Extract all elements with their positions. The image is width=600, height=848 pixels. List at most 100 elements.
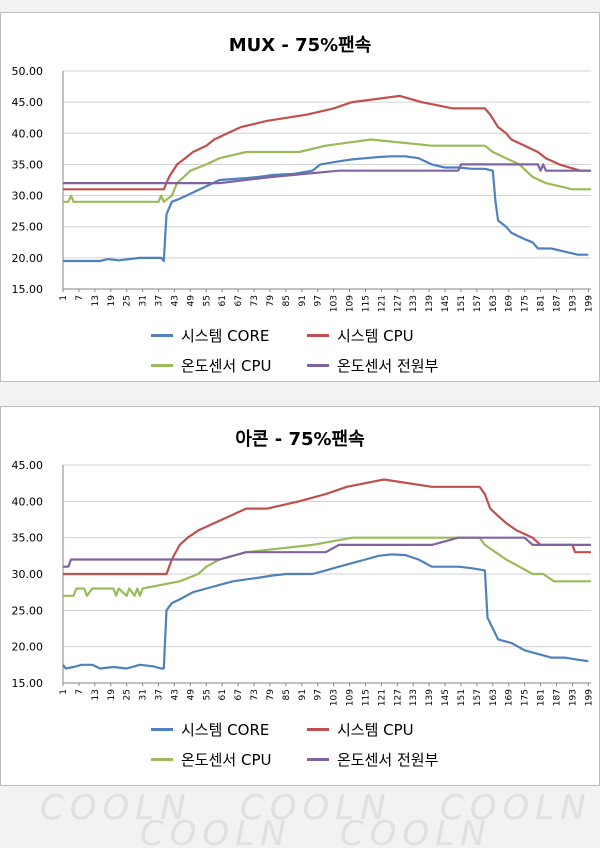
legend-swatch: [151, 758, 173, 761]
x-tick-label: 25: [123, 689, 133, 700]
watermark-text: COOLN: [40, 788, 192, 828]
x-tick-label: 151: [457, 295, 467, 312]
x-tick-label: 19: [107, 689, 117, 701]
legend-swatch: [151, 334, 173, 337]
y-tick-label: 15.00: [12, 677, 44, 690]
y-tick-label: 30.00: [12, 568, 44, 581]
y-tick-label: 15.00: [12, 283, 44, 296]
series-line: [62, 553, 589, 670]
legend-label: 시스템 CORE: [181, 721, 270, 739]
x-tick-label: 169: [505, 295, 515, 312]
x-tick-label: 67: [234, 689, 244, 700]
line-chart-mux: 15.00 20.00 25.00 30.00 35.00 40.00 45.00 50.00…: [12, 65, 595, 312]
x-tick-label: 133: [409, 689, 419, 706]
x-tick-label: 121: [377, 689, 387, 706]
watermark-text: COOLN: [340, 814, 492, 848]
x-tick-label: 73: [250, 295, 260, 306]
x-tick-label: 103: [330, 295, 340, 312]
legend-item-sensor-power: 온도센서 전원부: [307, 355, 438, 376]
x-tick-label: 55: [202, 295, 212, 306]
watermark-text: COOLN: [140, 814, 292, 848]
series-line: [63, 94, 591, 191]
y-tick-label: 35.00: [12, 158, 44, 171]
legend-item-sensor-cpu: 온도센서 CPU: [151, 749, 271, 770]
x-tick-label: 193: [568, 295, 578, 312]
x-tick-label: 31: [139, 689, 149, 700]
x-tick-label: 61: [218, 295, 228, 306]
x-tick-label: 199: [584, 689, 594, 706]
legend-swatch: [307, 728, 329, 731]
x-tick-label: 103: [330, 689, 340, 706]
x-tick-label: 37: [155, 295, 165, 306]
series-line: [63, 138, 591, 203]
x-tick-label: 91: [298, 295, 308, 306]
y-tick-label: 25.00: [12, 604, 44, 617]
y-tick-label: 20.00: [12, 252, 44, 265]
x-tick-label: 85: [282, 689, 292, 700]
legend-swatch: [307, 364, 329, 367]
x-tick-label: 1: [59, 295, 69, 301]
legend-item-cpu: 시스템 CPU: [307, 325, 414, 346]
x-tick-label: 37: [155, 689, 165, 700]
x-tick-label: 7: [75, 689, 85, 695]
legend-swatch: [151, 364, 173, 367]
x-tick-label: 187: [553, 295, 563, 312]
legend-label: 시스템 CORE: [181, 327, 270, 345]
x-tick-label: 145: [441, 295, 451, 312]
legend-swatch: [307, 758, 329, 761]
x-tick-label: 73: [250, 689, 260, 700]
x-tick-label: 91: [298, 689, 308, 700]
legend-item-sensor-cpu: 온도센서 CPU: [151, 355, 271, 376]
x-tick-label: 145: [441, 689, 451, 706]
x-tick-label: 79: [266, 689, 276, 701]
legend-label: 온도센서 CPU: [181, 357, 272, 375]
watermark-text: COOLN: [240, 788, 392, 828]
x-tick-label: 133: [409, 295, 419, 312]
x-tick-label: 151: [457, 689, 467, 706]
x-tick-label: 127: [393, 295, 403, 312]
x-tick-label: 139: [425, 689, 435, 706]
x-tick-label: 163: [489, 689, 499, 706]
x-tick-label: 175: [521, 689, 531, 706]
x-tick-label: 175: [521, 295, 531, 312]
chart-title: 아콘 - 75%팬속: [235, 429, 365, 450]
chart-title: MUX - 75%팬속: [228, 35, 372, 56]
x-tick-label: 31: [139, 295, 149, 306]
y-tick-label: 20.00: [12, 641, 44, 654]
x-tick-label: 43: [170, 689, 180, 700]
x-tick-label: 109: [346, 689, 356, 706]
x-tick-label: 67: [234, 295, 244, 306]
chart-panel-mux: MUX - 75%팬속 15.00 20.00 25.00 30.00 35.00 40.…: [0, 12, 600, 382]
x-tick-label: 163: [489, 295, 499, 312]
series-line: [63, 536, 591, 568]
series-line: [63, 163, 591, 185]
x-tick-label: 85: [282, 295, 292, 306]
x-tick-label: 97: [314, 295, 324, 306]
y-tick-label: 40.00: [12, 495, 44, 508]
x-tick-label: 13: [91, 689, 101, 700]
x-tick-label: 139: [425, 295, 435, 312]
series-line: [63, 478, 591, 576]
x-tick-label: 193: [568, 689, 578, 706]
x-tick-label: 43: [170, 295, 180, 306]
x-tick-label: 97: [314, 689, 324, 700]
y-tick-label: 45.00: [12, 96, 44, 109]
legend-label: 온도센서 전원부: [337, 751, 439, 769]
y-tick-label: 45.00: [12, 459, 44, 472]
y-tick-label: 40.00: [12, 127, 44, 140]
legend-swatch: [151, 728, 173, 731]
legend-label: 온도센서 전원부: [337, 357, 439, 375]
x-tick-label: 181: [537, 295, 547, 312]
line-chart-acon: 15.00 20.00 25.00 30.00 35.00 40.00 45.00 1 7 13 1…: [12, 459, 595, 706]
x-tick-label: 19: [107, 295, 117, 307]
x-tick-label: 1: [59, 689, 69, 695]
legend-label: 시스템 CPU: [337, 327, 414, 345]
x-tick-label: 199: [584, 295, 594, 312]
y-tick-label: 50.00: [12, 65, 44, 78]
x-tick-label: 109: [346, 295, 356, 312]
x-tick-label: 55: [202, 689, 212, 700]
legend-item-core: 시스템 CORE: [151, 719, 269, 740]
x-tick-label: 169: [505, 689, 515, 706]
x-tick-label: 49: [186, 295, 196, 307]
x-tick-label: 157: [473, 295, 483, 312]
